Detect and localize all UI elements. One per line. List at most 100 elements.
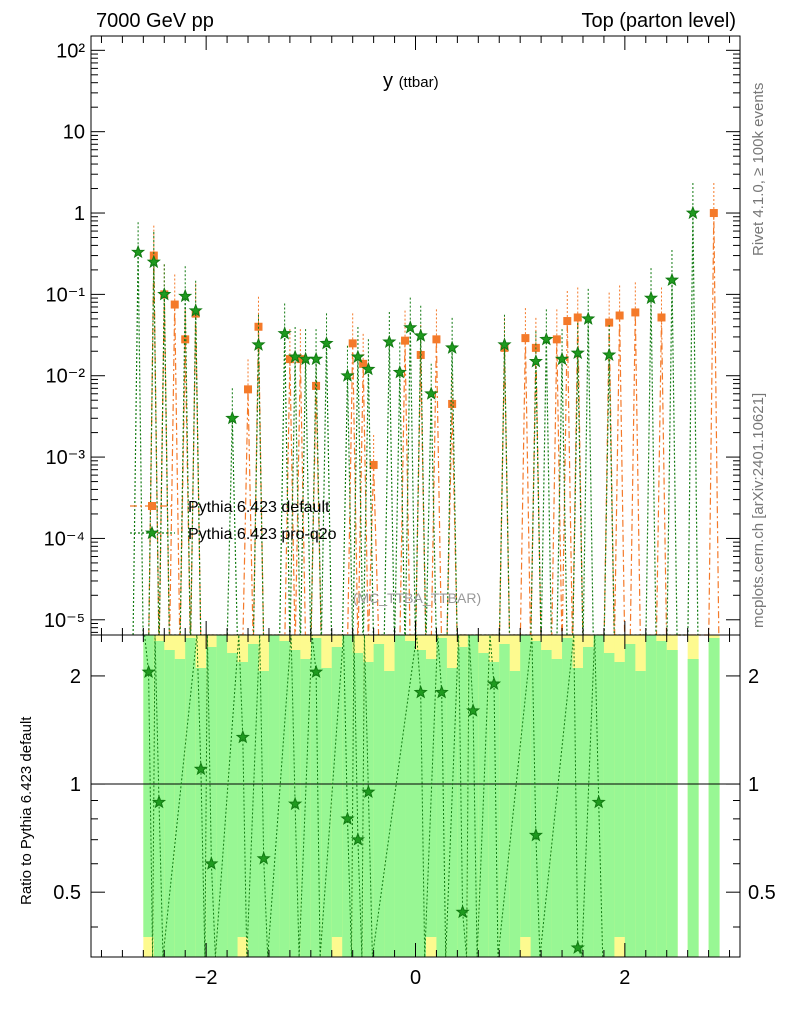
band-green — [687, 659, 699, 957]
header-left: 7000 GeV pp — [96, 10, 214, 32]
data-point — [369, 460, 378, 469]
band-green — [520, 635, 532, 937]
ratio-y-tick-label-left: 2 — [70, 666, 81, 688]
ratio-data-point — [570, 940, 585, 954]
ratio-data-point — [434, 685, 449, 699]
band-green — [321, 668, 333, 957]
ratio-data-point — [151, 794, 167, 809]
band-green — [635, 671, 647, 957]
band-green — [425, 659, 437, 937]
band-green — [268, 635, 280, 957]
band-green — [457, 647, 469, 957]
header-right: Top (parton level) — [581, 10, 736, 32]
band-green — [572, 668, 584, 957]
ratio-y-tick-label-left: 1 — [70, 774, 81, 796]
y-tick-label: 10⁻² — [46, 366, 86, 388]
band-green — [206, 647, 218, 957]
y-tick-label: 10⁻⁴ — [44, 528, 85, 550]
ratio-series-line — [144, 634, 604, 958]
band-green — [656, 641, 668, 957]
ratio-data-point — [193, 761, 208, 776]
y-tick-label: 10⁻¹ — [46, 284, 86, 306]
band-green — [624, 644, 636, 957]
data-point — [581, 311, 596, 325]
ratio-y-tick-label-right: 2 — [748, 666, 759, 688]
band-green — [164, 650, 176, 957]
x-tick-label: 0 — [410, 967, 421, 989]
band-green — [394, 635, 406, 957]
data-point — [570, 345, 585, 360]
band-green — [467, 635, 479, 957]
data-point — [497, 337, 512, 351]
series-line-default — [148, 212, 720, 636]
band-green — [405, 641, 416, 957]
data-point — [432, 335, 441, 344]
data-point — [348, 339, 357, 348]
data-point — [552, 335, 561, 344]
legend-marker — [148, 502, 156, 510]
data-point — [251, 337, 266, 351]
band-green — [614, 662, 626, 937]
band-green — [645, 635, 657, 957]
band-green — [499, 644, 511, 957]
data-point — [445, 340, 460, 354]
plot-title: y (ttbar) — [383, 70, 439, 93]
band-green — [446, 668, 458, 957]
ratio-data-point — [235, 729, 250, 744]
data-point — [181, 335, 190, 344]
band-green — [237, 662, 249, 937]
data-point — [254, 322, 263, 331]
band-green — [143, 635, 155, 937]
data-point — [605, 318, 614, 327]
ratio-y-tick-label-right: 0.5 — [748, 882, 776, 904]
ratio-data-point — [204, 856, 219, 870]
band-green — [562, 638, 574, 957]
y-tick-label: 10 — [63, 122, 85, 144]
band-green — [708, 638, 720, 957]
ratio-data-point — [486, 676, 502, 690]
band-green — [603, 653, 615, 957]
ratio-data-point — [455, 904, 470, 919]
data-point — [288, 349, 303, 363]
band-green — [436, 638, 448, 957]
legend-marker — [144, 525, 160, 540]
data-point — [413, 328, 428, 342]
band-green — [195, 668, 207, 957]
band-green — [342, 635, 354, 957]
band-green — [478, 653, 490, 957]
data-point — [448, 399, 457, 408]
data-point — [350, 349, 365, 363]
data-point — [554, 351, 570, 366]
plot-title-sub: (ttbar) — [398, 74, 439, 91]
band-green — [310, 638, 322, 957]
band-green — [331, 647, 343, 937]
data-point — [528, 353, 543, 368]
data-point — [424, 386, 439, 400]
ratio-data-point — [256, 851, 271, 865]
data-point — [296, 355, 305, 364]
watermark: (MC_TTBA_TTBAR) — [353, 590, 481, 606]
data-point — [521, 334, 530, 343]
x-tick-label: −2 — [195, 967, 218, 989]
data-point — [340, 368, 355, 382]
band-green — [509, 671, 521, 957]
band-green — [216, 635, 228, 957]
data-point — [170, 300, 179, 309]
band-green — [279, 641, 291, 957]
band-green — [551, 659, 563, 957]
data-point — [615, 311, 624, 320]
data-point — [319, 336, 334, 350]
y-tick-label: 1 — [74, 203, 85, 225]
ratio-data-point — [288, 796, 303, 811]
data-point — [403, 320, 418, 334]
band-green — [185, 638, 197, 957]
series-line-pro_q2o — [132, 212, 699, 636]
ratio-data-point — [361, 784, 376, 799]
data-point — [657, 313, 666, 322]
ratio-data-point — [466, 703, 481, 717]
band-green — [666, 650, 678, 957]
ratio-data-point — [591, 794, 606, 809]
ratio-data-point — [340, 811, 355, 825]
data-point — [539, 331, 554, 346]
